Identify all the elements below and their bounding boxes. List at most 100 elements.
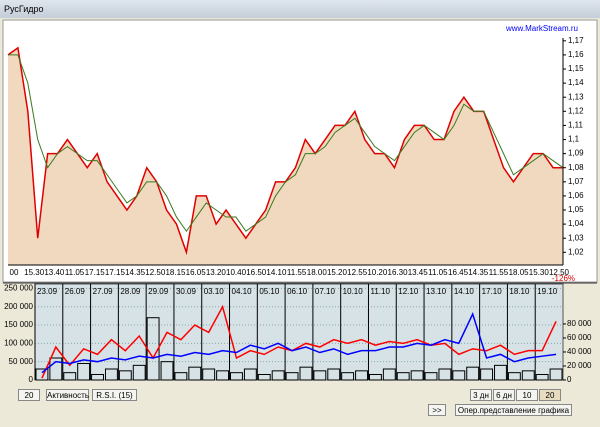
x-tick-label: 11.05: [428, 268, 448, 277]
volume-bar: [494, 364, 507, 381]
volume-bar: [480, 368, 494, 381]
date-label: 19.10: [537, 287, 558, 296]
volume-bar: [341, 372, 355, 381]
x-tick-label: 16.45: [448, 268, 469, 277]
volume-bar: [299, 366, 313, 381]
series-line: [41, 304, 557, 379]
date-label: 27.09: [93, 287, 114, 296]
volume-bar: [118, 370, 132, 381]
ma-line: [8, 54, 564, 233]
volume-bar: [243, 368, 257, 381]
volume-bar: [132, 364, 146, 381]
button[interactable]: 10 дн: [516, 389, 538, 412]
x-tick-label: 18.15: [165, 268, 186, 277]
y-tick-label: 1,09: [568, 149, 584, 158]
watermark: www.MarkStream.ru: [505, 24, 578, 33]
volume-bar: [49, 357, 63, 381]
y-tick-label: 1,06: [568, 191, 584, 200]
y-tick-label: 1,14: [568, 78, 584, 87]
volume-bar: [188, 366, 202, 381]
button[interactable]: R.S.I. (15): [92, 389, 137, 401]
y-tick-label: 1,13: [568, 92, 584, 101]
button[interactable]: 6 дн: [493, 389, 515, 401]
change-label: -126%: [552, 274, 575, 283]
y2-tick-label: 0: [567, 375, 572, 384]
y2-tick-label: 60 000: [567, 333, 592, 342]
x-tick-label: 15.30: [24, 268, 45, 277]
x-tick-label: 00: [10, 268, 19, 277]
volume-panel: [34, 283, 564, 381]
y-tick-label: 1,05: [568, 205, 584, 214]
date-label: 28.09: [120, 287, 141, 296]
y-tick-label: 200 000: [4, 302, 33, 311]
x-tick-label: 16.50: [246, 268, 267, 277]
volume-bar: [285, 372, 299, 381]
x-tick-label: 15.30: [529, 268, 550, 277]
y-tick-label: 1,07: [568, 177, 584, 186]
window-title: РусГидро: [4, 4, 44, 14]
button[interactable]: 20 дн: [539, 389, 561, 412]
y-tick-label: 0: [29, 375, 34, 384]
y-tick-label: 1,04: [568, 219, 584, 228]
date-label: 26.09: [65, 287, 86, 296]
date-label: 05.10: [259, 287, 280, 296]
y2-tick-label: 20 000: [567, 361, 592, 370]
x-tick-label: 14.35: [468, 268, 489, 277]
volume-bar: [368, 374, 382, 381]
button[interactable]: 20: [18, 389, 40, 401]
x-tick-label: 16.30: [388, 268, 409, 277]
y-tick-label: 1,03: [568, 233, 584, 242]
volume-bar: [327, 368, 341, 381]
x-tick-label: 13.45: [408, 268, 429, 277]
volume-bar: [382, 368, 396, 381]
volume-bar: [396, 372, 410, 381]
x-tick-label: 10.40: [226, 268, 247, 277]
x-tick-label: 18.05: [509, 268, 530, 277]
x-tick-label: 13.40: [44, 268, 65, 277]
button[interactable]: 3 дн: [470, 389, 492, 401]
y-tick-label: 1,12: [568, 106, 584, 115]
y2-tick-label: 40 000: [567, 347, 592, 356]
x-tick-label: 12.55: [347, 268, 368, 277]
date-label: 12.10: [398, 287, 419, 296]
volume-bar: [35, 368, 49, 381]
x-tick-label: 10.20: [367, 268, 388, 277]
volume-bar: [313, 370, 327, 381]
x-tick-label: 12.50: [549, 268, 570, 277]
y-tick-label: 1,11: [568, 121, 584, 130]
date-label: 13.10: [426, 287, 447, 296]
y-tick-label: 1,02: [568, 247, 584, 256]
volume-bar: [77, 363, 91, 381]
x-tick-label: 13.20: [206, 268, 227, 277]
y-tick-label: 1,17: [568, 36, 584, 45]
button[interactable]: Опер.представление графика: [455, 404, 572, 416]
date-label: 14.10: [454, 287, 475, 296]
date-label: 03.10: [204, 287, 225, 296]
x-tick-label: 15.20: [327, 268, 348, 277]
button[interactable]: Активность: [46, 389, 90, 401]
x-tick-label: 11.55: [489, 268, 509, 277]
volume-bar: [438, 368, 452, 381]
volume-bar: [521, 370, 535, 381]
y-tick-label: 1,1: [568, 135, 580, 144]
series-line: [41, 311, 557, 374]
volume-bar: [535, 374, 549, 381]
date-label: 10.10: [343, 287, 364, 296]
y-tick-label: 1,08: [568, 163, 584, 172]
date-label: 30.09: [176, 287, 197, 296]
volume-bar: [271, 370, 285, 381]
volume-bar: [91, 374, 104, 381]
volume-bar: [466, 366, 480, 381]
y2-tick-label: 80 000: [567, 319, 592, 328]
volume-bar: [355, 370, 368, 381]
button[interactable]: >>: [428, 404, 446, 416]
date-label: 23.09: [37, 287, 58, 296]
date-label: 18.10: [509, 287, 530, 296]
title-bar: РусГидро: [0, 0, 600, 18]
volume-bar: [549, 368, 563, 381]
date-label: 11.10: [370, 287, 390, 296]
volume-bar: [507, 372, 521, 381]
y-tick-label: 50 000: [9, 357, 34, 366]
